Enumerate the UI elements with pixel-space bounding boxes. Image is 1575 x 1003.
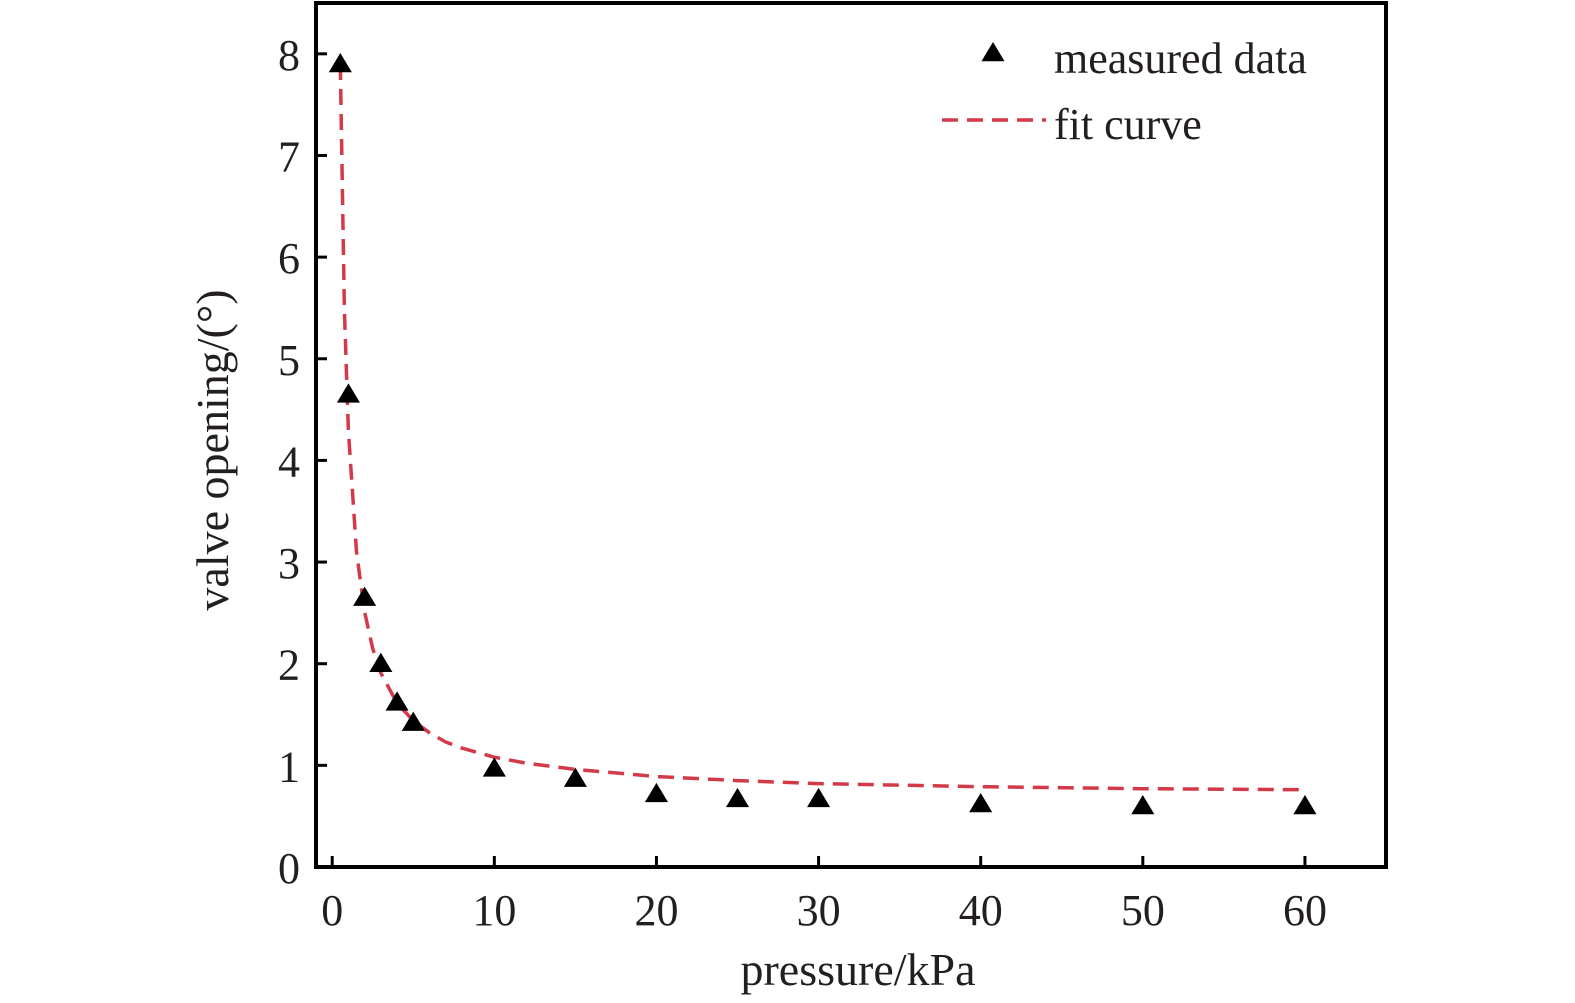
legend-label: fit curve (1054, 100, 1202, 149)
x-tick-label: 20 (634, 886, 678, 935)
x-tick-label: 40 (959, 886, 1003, 935)
data-point (725, 787, 750, 808)
data-point (328, 52, 352, 73)
y-tick-label: 4 (278, 437, 300, 486)
y-tick-label: 1 (278, 742, 300, 791)
legend-label: measured data (1054, 34, 1307, 83)
data-point (644, 782, 669, 803)
legend: measured data fit curve (942, 34, 1307, 149)
y-tick-label: 3 (278, 539, 300, 588)
y-tick-label: 6 (278, 234, 300, 283)
y-tick-label: 5 (278, 336, 300, 385)
y-tick-label: 8 (278, 31, 300, 80)
y-axis-title: valve opening/(°) (187, 289, 238, 610)
data-point (807, 787, 831, 808)
data-point (1293, 795, 1317, 815)
x-tick-label: 30 (797, 886, 841, 935)
data-point (563, 767, 587, 787)
y-tick-label: 7 (278, 132, 300, 181)
data-point (482, 757, 506, 777)
fit-curve-line (338, 63, 1305, 792)
data-point (401, 711, 425, 731)
y-tick-label: 2 (278, 641, 300, 690)
data-point (969, 792, 993, 813)
x-tick-label: 0 (321, 886, 343, 935)
data-point (353, 586, 377, 606)
y-tick-label: 0 (278, 844, 300, 893)
axes: 0 10 20 30 40 50 60 0 1 2 3 4 5 6 7 8 (278, 1, 1388, 935)
data-point (385, 691, 409, 711)
axes-frame (314, 1, 1388, 869)
data-point (336, 383, 360, 403)
x-tick-label: 10 (472, 886, 516, 935)
x-tick-label: 60 (1283, 886, 1327, 935)
legend-marker-measured-data (981, 42, 1005, 62)
data-point (369, 652, 393, 672)
x-axis-title: pressure/kPa (740, 944, 975, 995)
data-point (1131, 795, 1155, 815)
plot-area (328, 52, 1317, 815)
x-tick-label: 50 (1121, 886, 1165, 935)
